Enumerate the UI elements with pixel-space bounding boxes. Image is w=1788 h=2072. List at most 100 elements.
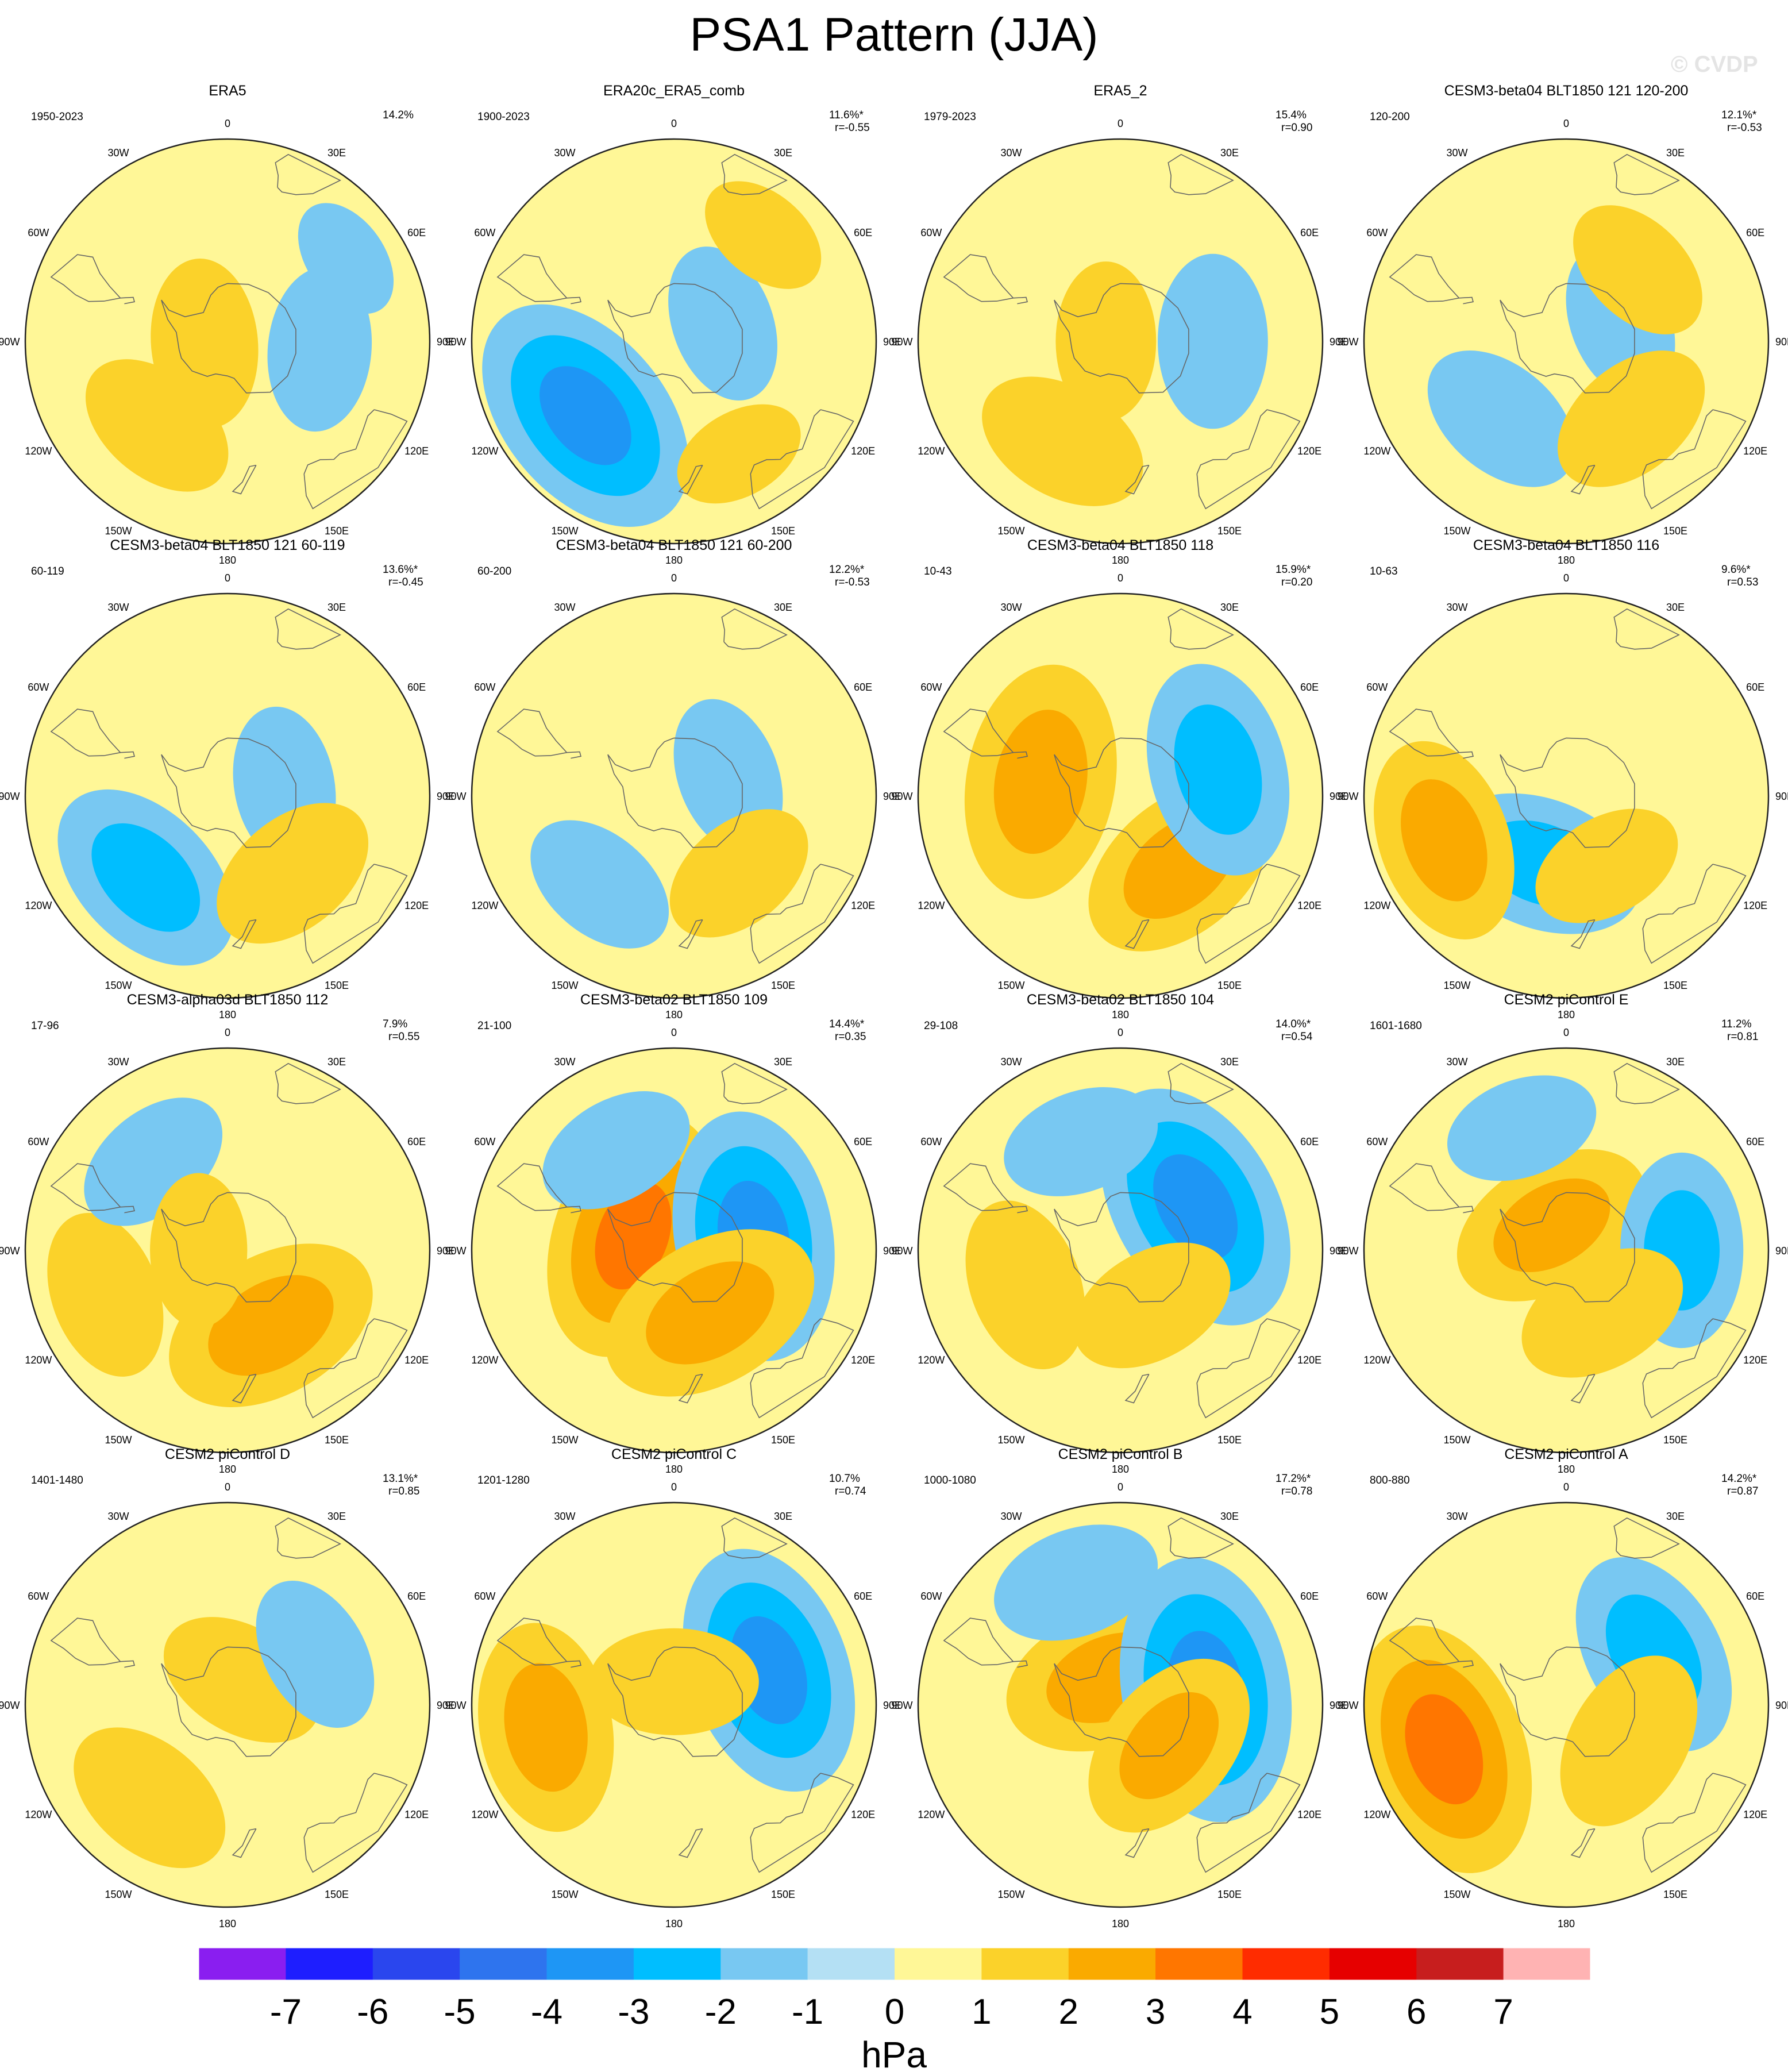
- longitude-label: 180: [1112, 554, 1129, 566]
- panel-variance: 17.2%*: [1276, 1473, 1311, 1485]
- longitude-label: 30W: [107, 1511, 129, 1522]
- longitude-label: 120W: [471, 1354, 498, 1366]
- longitude-label: 120W: [1363, 445, 1390, 457]
- panel-variance: 12.1%*: [1721, 109, 1757, 121]
- longitude-label: 0: [1563, 1027, 1569, 1038]
- coastline: [1570, 919, 1596, 949]
- coastline: [275, 608, 341, 650]
- panel-title: CESM3-beta02 BLT1850 109: [580, 992, 768, 1008]
- colorbar-swatch: [460, 1948, 547, 1980]
- longitude-label: 180: [665, 1009, 683, 1020]
- panel-correlation: r=0.78: [1281, 1485, 1312, 1497]
- map-panel: 0 30E 60E 90E 120E 150E 180 150W 120W 90W 60W 30W CE…: [0, 1446, 455, 1929]
- coastlines: [1389, 608, 1747, 964]
- coastline: [275, 1517, 341, 1559]
- longitude-label: 0: [1118, 1481, 1123, 1493]
- anomaly-feature: [993, 710, 1088, 854]
- coastline: [1500, 1646, 1635, 1757]
- longitude-label: 0: [225, 572, 230, 584]
- coastlines: [496, 1062, 854, 1419]
- coastlines: [496, 153, 854, 510]
- anomaly-field: [1364, 139, 1768, 544]
- longitude-label: 120W: [25, 1809, 52, 1820]
- colorbar-tick-label: 5: [1320, 1992, 1339, 2032]
- anomaly-field: [918, 1503, 1323, 1907]
- anomaly-field: [1364, 1048, 1768, 1453]
- coastline: [303, 1773, 408, 1873]
- panel-correlation: r=0.54: [1281, 1031, 1313, 1043]
- panel-variance: 15.4%: [1276, 109, 1307, 121]
- anomaly-feature: [589, 1628, 759, 1735]
- colorbar-tick-label: 3: [1146, 1992, 1165, 2032]
- coastline: [1613, 1517, 1680, 1559]
- longitude-label: 150W: [551, 1434, 578, 1446]
- longitude-label: 90W: [891, 791, 912, 802]
- longitude-label: 60W: [474, 681, 495, 693]
- panel-period: 1401-1480: [31, 1474, 83, 1486]
- watermark: © CVDP: [1671, 52, 1758, 77]
- colorbar-swatch: [286, 1948, 373, 1980]
- colorbar-tick-label: 0: [885, 1992, 904, 2032]
- anomaly-feature: [91, 823, 201, 932]
- panel-variance: 10.7%: [829, 1473, 860, 1485]
- panel-correlation: r=0.53: [1727, 576, 1758, 588]
- longitude-label: 90W: [445, 1700, 466, 1711]
- longitude-label: 150E: [325, 980, 349, 991]
- panel-title: ERA5_2: [1093, 83, 1147, 99]
- anomaly-feature: [982, 376, 1143, 506]
- colorbar-unit: hPa: [861, 2034, 927, 2072]
- longitude-label: 120W: [471, 445, 498, 457]
- anomaly-feature: [542, 1091, 690, 1210]
- longitude-label: 90W: [1337, 336, 1358, 348]
- longitude-label: 90E: [437, 1700, 455, 1711]
- longitude-label: 90W: [891, 1700, 912, 1711]
- coastline: [1389, 1617, 1474, 1668]
- longitude-label: 0: [225, 1481, 230, 1493]
- longitude-label: 30E: [327, 147, 346, 159]
- longitude-label: 150E: [325, 1889, 349, 1900]
- coastlines: [50, 1517, 408, 1873]
- longitude-label: 150E: [771, 1889, 795, 1900]
- map-panel: 0 30E 60E 90E 120E 150E 180 150W 120W 90W 60W 30W CE…: [445, 1446, 901, 1929]
- colorbar-tick-label: 6: [1406, 1992, 1426, 2032]
- longitude-label: 60E: [854, 681, 872, 693]
- anomaly-feature: [1174, 704, 1262, 835]
- longitude-label: 90E: [437, 336, 455, 348]
- coastline: [1196, 864, 1301, 964]
- coastline: [232, 1373, 257, 1404]
- longitude-label: 120W: [918, 445, 945, 457]
- longitude-label: 0: [671, 572, 677, 584]
- longitude-label: 120W: [918, 1354, 945, 1366]
- colorbar-swatch: [546, 1948, 634, 1980]
- longitude-label: 60W: [474, 1136, 495, 1147]
- longitude-label: 150W: [1443, 1434, 1470, 1446]
- longitude-label: 60W: [474, 227, 495, 238]
- longitude-label: 90E: [883, 1700, 901, 1711]
- colorbar-swatch: [1242, 1948, 1330, 1980]
- longitude-label: 30W: [107, 602, 129, 613]
- anomaly-feature: [1535, 808, 1678, 923]
- anomaly-field: [918, 594, 1323, 998]
- coastlines: [943, 153, 1301, 510]
- panel-variance: 13.6%*: [383, 564, 418, 576]
- panel-variance: 15.9%*: [1276, 564, 1311, 576]
- coastlines: [1389, 1517, 1747, 1873]
- longitude-label: 30W: [554, 147, 575, 159]
- map-panel: 0 30E 60E 90E 120E 150E 180 150W 120W 90W 60W 30W CE…: [445, 992, 901, 1475]
- coastlines: [1389, 1062, 1747, 1419]
- anomaly-feature: [1560, 1655, 1698, 1827]
- panel-period: 1601-1680: [1370, 1020, 1422, 1032]
- coastlines: [496, 608, 854, 964]
- coastlines: [50, 1062, 408, 1419]
- longitude-label: 120W: [918, 900, 945, 911]
- panel-title: CESM2 piControl E: [1504, 992, 1629, 1008]
- colorbar-swatch: [981, 1948, 1069, 1980]
- map-panel: 0 30E 60E 90E 120E 150E 180 150W 120W 90W 60W 30W CE…: [891, 537, 1348, 1020]
- longitude-label: 30E: [1666, 1056, 1685, 1068]
- colorbar-swatch: [633, 1948, 721, 1980]
- colorbar-tick-label: 2: [1059, 1992, 1078, 2032]
- field-background: [472, 594, 876, 998]
- coastline: [1054, 283, 1189, 394]
- longitude-label: 180: [665, 554, 683, 566]
